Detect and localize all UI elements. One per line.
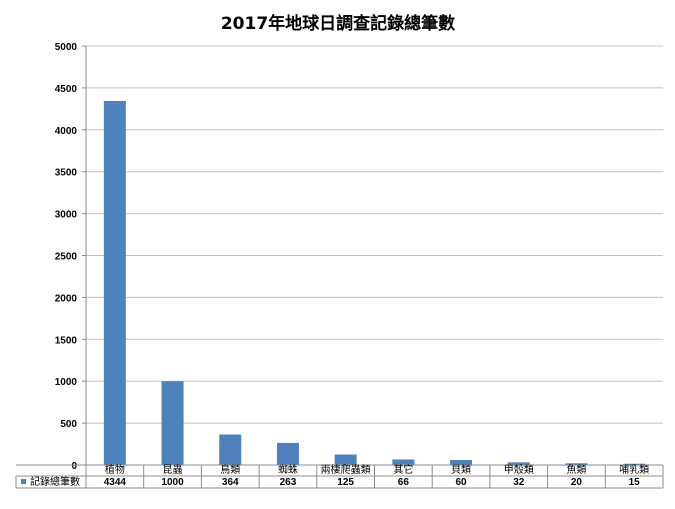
data-label: 32 — [513, 477, 525, 488]
chart-title: 2017年地球日調查記錄總筆數 — [221, 13, 455, 34]
bar-2 — [161, 381, 184, 465]
y-tick-label: 1500 — [55, 335, 78, 346]
category-label: 蜘蛛 — [278, 463, 298, 476]
legend-swatch — [21, 479, 26, 484]
y-axis: 0 500 1000 1500 2000 2500 3000 3500 4000 4500 5000 — [55, 42, 87, 488]
legend-label: 記錄總筆數 — [30, 475, 80, 488]
bar-4 — [276, 442, 299, 465]
y-tick-label: 2500 — [55, 252, 78, 263]
y-tick-label: 0 — [71, 461, 77, 472]
category-label: 甲殼類 — [504, 463, 534, 476]
category-label: 鳥類 — [220, 463, 240, 476]
y-tick-label: 3000 — [55, 210, 78, 221]
y-tick-label: 5000 — [55, 42, 78, 53]
data-label: 20 — [571, 477, 583, 488]
category-label: 貝類 — [451, 464, 471, 476]
category-label: 魚類 — [566, 463, 586, 476]
y-tick-label: 2000 — [55, 293, 78, 304]
bar-10 — [623, 463, 646, 465]
bar-9 — [565, 463, 588, 465]
category-label: 其它 — [393, 463, 413, 476]
data-label: 15 — [629, 477, 641, 488]
bars — [103, 100, 646, 465]
bar-7 — [450, 459, 473, 465]
category-label: 兩棲爬蟲類 — [321, 463, 371, 476]
y-tick-label: 500 — [60, 419, 77, 430]
category-label: 哺乳類 — [619, 463, 649, 476]
gridlines — [86, 45, 663, 424]
y-tick-label: 4000 — [55, 126, 78, 137]
y-tick-label: 1000 — [55, 377, 78, 388]
data-label: 60 — [455, 477, 467, 488]
y-tick-label: 3500 — [55, 168, 78, 179]
data-label: 4344 — [104, 477, 127, 488]
data-label: 364 — [222, 477, 239, 488]
bar-6 — [392, 459, 415, 465]
category-label: 植物 — [105, 463, 125, 476]
y-tick-label: 4500 — [55, 84, 78, 95]
data-label: 263 — [280, 477, 297, 488]
data-label: 125 — [337, 477, 354, 488]
data-label: 1000 — [161, 477, 184, 488]
data-label: 66 — [398, 477, 410, 488]
bar-1 — [103, 100, 126, 465]
category-label: 昆蟲 — [163, 463, 183, 476]
bar-5 — [334, 454, 357, 465]
bar-8 — [507, 462, 530, 465]
bar-3 — [219, 434, 242, 465]
